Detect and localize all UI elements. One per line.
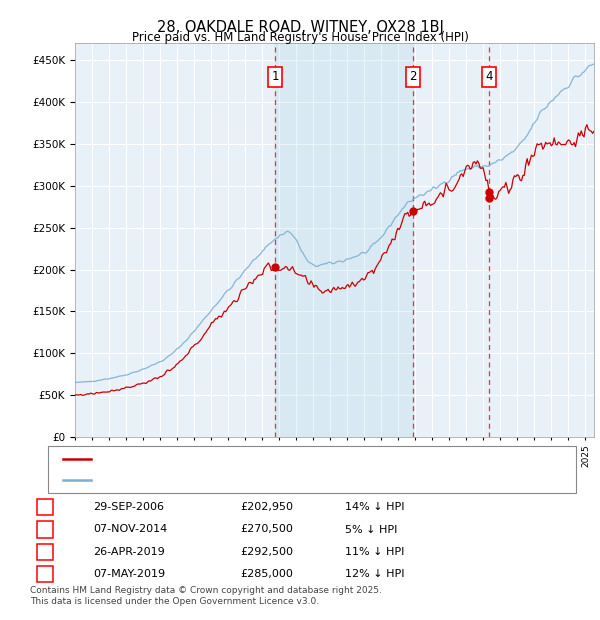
Text: 1: 1 (271, 70, 278, 83)
Text: £292,500: £292,500 (240, 547, 293, 557)
Text: 28, OAKDALE ROAD, WITNEY, OX28 1BJ: 28, OAKDALE ROAD, WITNEY, OX28 1BJ (157, 20, 443, 35)
Text: 2: 2 (409, 70, 416, 83)
Text: £285,000: £285,000 (240, 569, 293, 579)
Text: 11% ↓ HPI: 11% ↓ HPI (345, 547, 404, 557)
Text: 29-SEP-2006: 29-SEP-2006 (93, 502, 164, 512)
Text: 3: 3 (41, 547, 49, 557)
Text: 12% ↓ HPI: 12% ↓ HPI (345, 569, 404, 579)
Text: HPI: Average price, semi-detached house, West Oxfordshire: HPI: Average price, semi-detached house,… (97, 475, 409, 485)
Text: 1: 1 (41, 502, 49, 512)
Text: Contains HM Land Registry data © Crown copyright and database right 2025.
This d: Contains HM Land Registry data © Crown c… (30, 585, 382, 606)
Text: 07-MAY-2019: 07-MAY-2019 (93, 569, 165, 579)
Text: 26-APR-2019: 26-APR-2019 (93, 547, 165, 557)
Text: £270,500: £270,500 (240, 525, 293, 534)
Text: 4: 4 (41, 569, 49, 579)
Text: 4: 4 (485, 70, 493, 83)
Text: £202,950: £202,950 (240, 502, 293, 512)
Text: 14% ↓ HPI: 14% ↓ HPI (345, 502, 404, 512)
Text: 2: 2 (41, 525, 49, 534)
Text: 28, OAKDALE ROAD, WITNEY, OX28 1BJ (semi-detached house): 28, OAKDALE ROAD, WITNEY, OX28 1BJ (semi… (97, 454, 425, 464)
Text: Price paid vs. HM Land Registry's House Price Index (HPI): Price paid vs. HM Land Registry's House … (131, 31, 469, 44)
Text: 5% ↓ HPI: 5% ↓ HPI (345, 525, 397, 534)
Text: 07-NOV-2014: 07-NOV-2014 (93, 525, 167, 534)
Bar (275, 43, 413, 437)
